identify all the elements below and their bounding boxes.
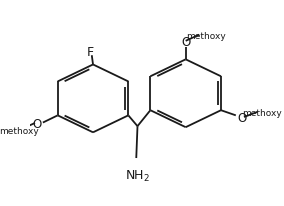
Text: methoxy: methoxy — [0, 127, 39, 136]
Text: NH$_2$: NH$_2$ — [125, 168, 150, 183]
Text: methoxy: methoxy — [186, 32, 226, 41]
Text: F: F — [87, 45, 94, 58]
Text: O: O — [32, 117, 41, 130]
Text: methoxy: methoxy — [242, 108, 282, 117]
Text: O: O — [181, 36, 190, 49]
Text: O: O — [237, 111, 247, 124]
